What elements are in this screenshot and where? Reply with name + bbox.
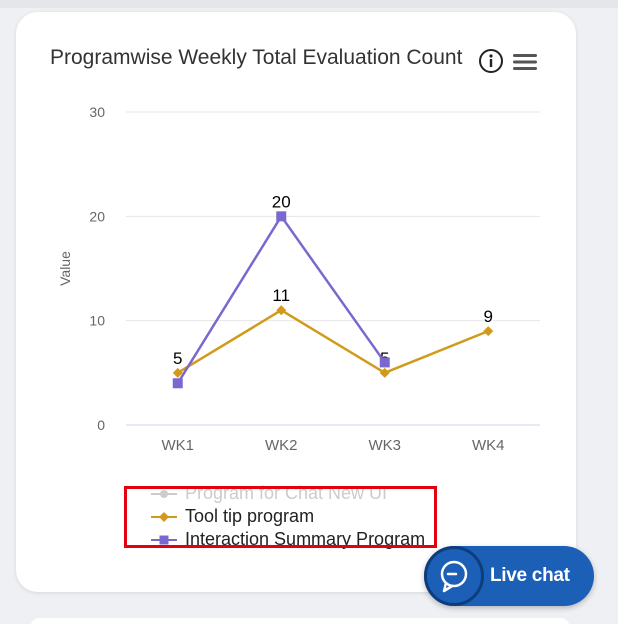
- data-label: 5: [173, 349, 182, 368]
- data-point-diamond: [379, 367, 390, 378]
- live-chat-button[interactable]: Live chat: [424, 546, 594, 606]
- y-tick-label: 20: [89, 208, 105, 224]
- legend-item-tool-tip-program[interactable]: Tool tip program: [151, 505, 451, 528]
- chat-bubble-icon: [424, 546, 484, 606]
- live-chat-label: Live chat: [490, 565, 570, 586]
- x-tick-label: WK1: [161, 437, 194, 454]
- series-line-segment: [177, 309, 282, 374]
- chart-card: Programwise Weekly Total Evaluation Coun…: [16, 12, 576, 592]
- series-line-segment: [384, 329, 489, 374]
- legend-circle-marker-icon: [151, 489, 177, 498]
- chart-title: Programwise Weekly Total Evaluation Coun…: [50, 46, 463, 69]
- data-point-diamond: [276, 305, 287, 316]
- x-tick-label: WK4: [472, 437, 505, 454]
- legend-item-interaction-summary-program[interactable]: Interaction Summary Program: [151, 528, 451, 551]
- data-point-diamond: [172, 367, 183, 378]
- data-point-square: [276, 211, 287, 222]
- next-card-edge: [30, 618, 570, 624]
- legend-square-marker-icon: [151, 535, 177, 544]
- data-point-square: [379, 357, 390, 368]
- line-chart: 0102030ValueWK1WK2WK3WK45115920: [57, 104, 540, 454]
- hamburger-menu-icon[interactable]: [512, 52, 538, 72]
- data-label: 20: [272, 192, 291, 211]
- data-label: 11: [272, 286, 290, 305]
- y-axis-label: Value: [57, 251, 73, 286]
- legend-diamond-marker-icon: [151, 511, 177, 522]
- data-point-diamond: [483, 326, 494, 337]
- legend-label: Interaction Summary Program: [185, 529, 426, 549]
- series-line-segment: [280, 215, 386, 364]
- series-line-segment: [280, 309, 386, 374]
- x-tick-label: WK2: [265, 437, 298, 454]
- info-icon[interactable]: [478, 48, 504, 74]
- y-tick-label: 0: [97, 417, 105, 433]
- data-label: 9: [484, 307, 493, 326]
- series-line-segment: [176, 215, 283, 384]
- data-point-square: [172, 378, 183, 389]
- legend-highlight-box: [124, 486, 437, 548]
- x-tick-label: WK3: [368, 437, 401, 454]
- top-background-strip: [0, 0, 618, 8]
- legend-label: Tool tip program: [185, 506, 315, 526]
- y-tick-label: 10: [89, 313, 105, 329]
- y-tick-label: 30: [89, 104, 105, 120]
